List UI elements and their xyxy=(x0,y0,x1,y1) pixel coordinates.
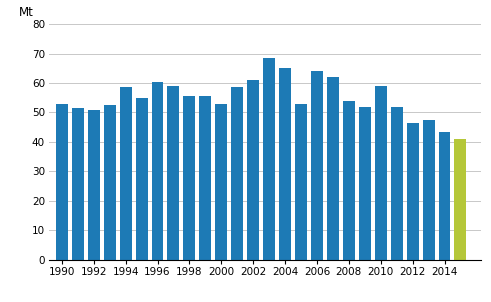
Text: Mt: Mt xyxy=(19,6,34,19)
Bar xyxy=(184,96,195,260)
Bar xyxy=(359,107,371,260)
Bar xyxy=(391,107,403,260)
Bar xyxy=(216,104,227,260)
Bar xyxy=(247,80,259,260)
Bar xyxy=(343,101,355,260)
Bar xyxy=(104,105,116,260)
Bar xyxy=(375,86,387,260)
Bar xyxy=(152,82,164,260)
Bar xyxy=(167,86,179,260)
Bar xyxy=(231,88,243,260)
Bar xyxy=(311,71,323,260)
Bar xyxy=(88,110,100,260)
Bar xyxy=(56,104,68,260)
Bar xyxy=(279,68,291,260)
Bar xyxy=(455,139,466,260)
Bar xyxy=(407,123,419,260)
Bar xyxy=(295,104,307,260)
Bar xyxy=(120,88,132,260)
Bar xyxy=(438,132,450,260)
Bar xyxy=(423,120,435,260)
Bar xyxy=(263,58,275,260)
Bar xyxy=(72,108,84,260)
Bar xyxy=(136,98,148,260)
Bar xyxy=(199,96,211,260)
Bar xyxy=(327,77,339,260)
